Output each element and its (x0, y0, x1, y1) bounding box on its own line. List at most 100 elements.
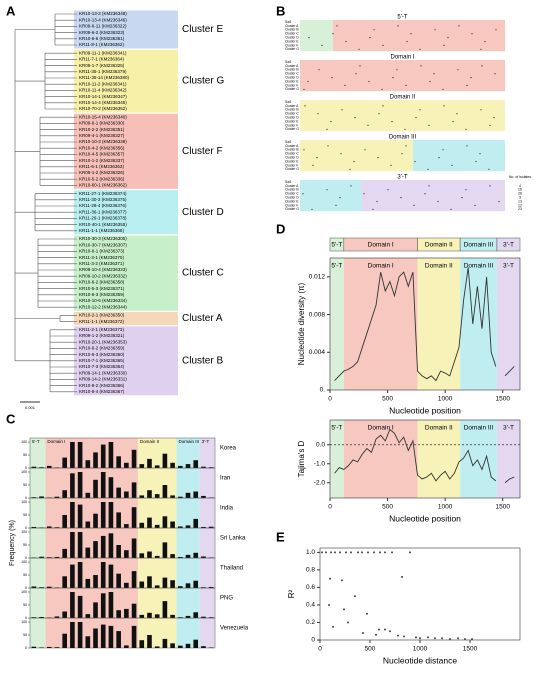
bar (124, 645, 129, 648)
leaf-label: KR10-8-2 (KM236366) (79, 383, 125, 388)
bar (170, 462, 175, 468)
bar (100, 624, 106, 648)
variant-dot (321, 44, 323, 47)
bar (39, 587, 44, 588)
row-label: Cluster C (285, 192, 299, 196)
leaf-label: KR10-12-2 (KM236344) (79, 304, 127, 309)
bar (116, 456, 121, 468)
bar (178, 617, 183, 618)
variant-dot (405, 145, 407, 147)
variant-dot (302, 193, 304, 195)
bar (208, 647, 214, 648)
variant-dot (428, 185, 430, 187)
leaf-label: KR09-14-2 (KM236331) (79, 377, 127, 382)
region-label: 5'-T (331, 263, 342, 270)
legend-label: Venezuela (220, 626, 249, 632)
row-label: Cluster G (285, 87, 299, 91)
bar (70, 442, 75, 468)
region-label: Domain II (425, 425, 453, 432)
bar (124, 524, 129, 528)
bar (131, 571, 137, 588)
leaf-label: KR11-6-1 (KM236363) (79, 164, 124, 169)
bar (162, 542, 168, 558)
bar (201, 556, 206, 558)
variant-dot (466, 145, 468, 147)
leaf-label: KR09-4-1 (KM236327) (79, 133, 125, 138)
variant-dot (461, 197, 463, 199)
panel-label: A (6, 3, 16, 18)
variant-dot (401, 153, 403, 155)
variant-dot (433, 73, 435, 75)
row-label: Cluster E (285, 39, 299, 43)
y-tick-label: 1.0 (306, 549, 315, 556)
variant-dot (457, 69, 459, 71)
data-point (441, 637, 443, 640)
leaf-label: KR09-14-1 (KM236330) (79, 370, 127, 375)
leaf-label: KR10-6-2 (KM236358) (79, 280, 125, 285)
variant-dot (387, 189, 389, 191)
row-label: Cluster F (285, 123, 298, 127)
data-line (334, 267, 515, 382)
leaf-label: KR10-10-3 (KM236338) (79, 139, 127, 144)
variant-dot (345, 40, 347, 43)
bar (131, 603, 137, 618)
bar (154, 585, 160, 588)
y-tick-label: 0 (25, 526, 27, 530)
leaf-label: KR10-7-1 (KM236365) (79, 358, 125, 363)
data-line (334, 428, 515, 484)
leaf-label: KR10-6-3 (KM236359) (79, 292, 125, 297)
variant-dot (303, 149, 305, 151)
row-label: Cluster F (285, 83, 298, 87)
bar (46, 557, 52, 558)
bar (100, 472, 106, 498)
region-band (332, 20, 505, 52)
bar (193, 518, 199, 528)
bar (162, 638, 168, 648)
bar (31, 646, 37, 648)
bar (185, 643, 191, 648)
panel-label: B (276, 3, 285, 18)
variant-dot (372, 208, 374, 210)
isolates-count: 4 (519, 184, 521, 188)
variant-dot (434, 29, 436, 31)
bar (100, 593, 106, 618)
bar (201, 495, 206, 498)
cluster-box (74, 326, 178, 396)
variant-dot (368, 80, 370, 83)
y-axis-label: Nucleotide diversity (π) (297, 282, 306, 365)
data-point (415, 636, 417, 639)
row-label: Sal1 (285, 20, 292, 24)
data-point (375, 633, 377, 636)
leaf-label: KR10-13-4 (KM236346) (79, 17, 127, 22)
bar (116, 610, 121, 618)
variant-dot (317, 113, 319, 115)
bar (31, 526, 37, 528)
leaf-label: KR11-27-1 (KM236374) (79, 191, 127, 196)
data-point (464, 638, 466, 641)
domain-label: Domain I (368, 242, 394, 249)
bar (170, 554, 175, 558)
bar (139, 522, 145, 528)
variant-dot (390, 164, 392, 166)
bar (162, 485, 168, 498)
isolates-count: 26 (518, 192, 522, 196)
bar (93, 513, 98, 528)
variant-dot (442, 88, 444, 90)
bar (178, 556, 183, 558)
bar (201, 616, 206, 618)
data-point (362, 631, 364, 634)
bar (62, 633, 67, 648)
leaf-label: KR10-11-4 (KM236342) (79, 88, 127, 93)
data-point (391, 551, 393, 554)
leaf-label: KR09-1-2 (KM236326) (79, 170, 125, 175)
data-point (367, 551, 369, 554)
y-tick-label: 50 (23, 633, 27, 637)
variant-dot (420, 65, 422, 67)
leaf-label: KR09-10-2 (KM236332) (79, 273, 127, 278)
x-tick-label: 0 (318, 646, 322, 653)
variant-dot (303, 88, 305, 90)
cluster-box (74, 49, 178, 113)
x-tick-label: 1500 (495, 396, 510, 403)
row-label: Cluster C (285, 112, 299, 116)
